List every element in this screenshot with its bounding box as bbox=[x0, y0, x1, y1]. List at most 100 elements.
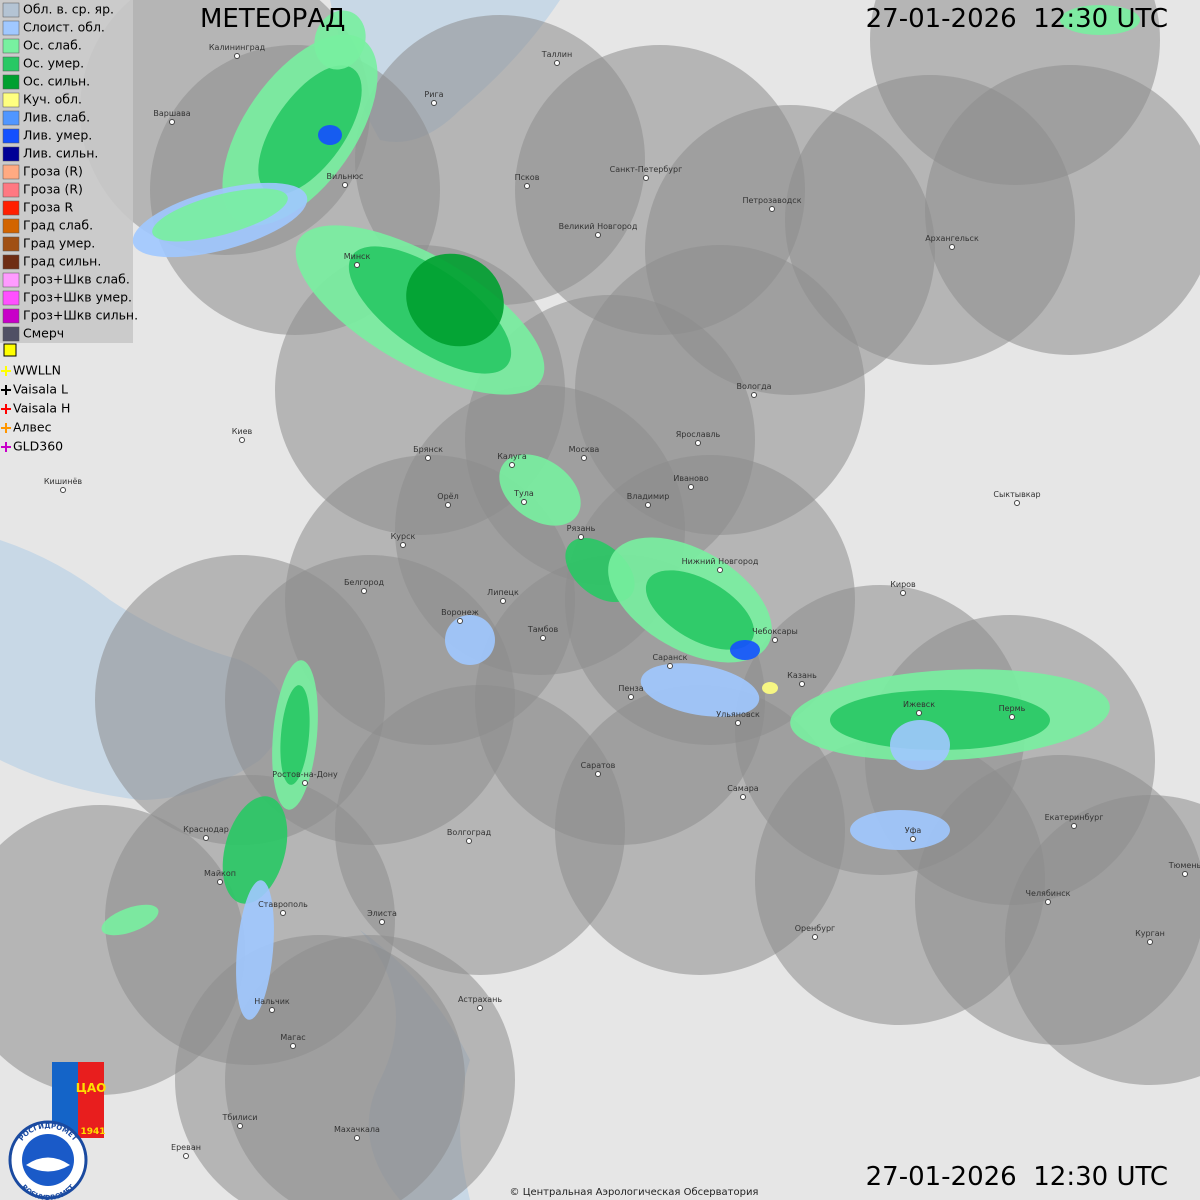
city-label: Тамбов bbox=[527, 625, 559, 634]
legend-label: Гроз+Шкв умер. bbox=[23, 290, 132, 305]
legend-swatch bbox=[2, 254, 20, 270]
city-dot bbox=[540, 635, 546, 641]
city-label: Саратов bbox=[581, 761, 616, 770]
city-label: Саранск bbox=[653, 653, 688, 662]
city-dot bbox=[280, 910, 286, 916]
city-label: Ярославль bbox=[676, 430, 721, 439]
city-dot bbox=[667, 663, 673, 669]
city-dot bbox=[735, 720, 741, 726]
precip-area bbox=[314, 10, 366, 70]
lightning-label: Алвес bbox=[13, 420, 52, 435]
city-dot bbox=[1045, 899, 1051, 905]
legend-label: Ос. сильн. bbox=[23, 74, 90, 89]
legend-swatch bbox=[2, 218, 20, 234]
city-dot bbox=[524, 183, 530, 189]
legend-swatch bbox=[2, 290, 20, 306]
precip-area bbox=[222, 796, 288, 904]
city-dot bbox=[1182, 871, 1188, 877]
city-dot bbox=[595, 771, 601, 777]
legend-swatch bbox=[2, 200, 20, 216]
city-dot bbox=[554, 60, 560, 66]
city-label: Киров bbox=[890, 580, 916, 589]
city-dot bbox=[595, 232, 601, 238]
city-dot bbox=[500, 598, 506, 604]
legend-swatch bbox=[2, 56, 20, 72]
city-dot bbox=[645, 502, 651, 508]
logo-cao: ЦАО bbox=[76, 1081, 107, 1095]
city-dot bbox=[217, 879, 223, 885]
legend-box bbox=[0, 0, 133, 343]
city-label: Нальчик bbox=[254, 997, 290, 1006]
lightning-label: Vaisala H bbox=[13, 401, 70, 416]
city-label: Иваново bbox=[673, 474, 708, 483]
city-label: Брянск bbox=[413, 445, 443, 454]
lightning-label: Vaisala L bbox=[13, 382, 68, 397]
city-label: Волгоград bbox=[447, 828, 492, 837]
precip-area bbox=[406, 253, 504, 347]
city-label: Петрозаводск bbox=[742, 196, 801, 205]
legend-swatch bbox=[2, 326, 20, 342]
lightning-label: GLD360 bbox=[13, 439, 63, 454]
logo-cao-red bbox=[78, 1062, 104, 1138]
city-label: Вильнюс bbox=[327, 172, 364, 181]
city-dot bbox=[900, 590, 906, 596]
city-label: Москва bbox=[569, 445, 600, 454]
timestamp: 27-01-2026 12:30 UTC bbox=[866, 4, 1168, 34]
city-label: Орёл bbox=[437, 492, 458, 501]
city-dot bbox=[234, 53, 240, 59]
city-label: Рязань bbox=[567, 524, 596, 533]
copyright: © Центральная Аэрологическая Обсерватори… bbox=[510, 1187, 759, 1198]
precip-area bbox=[762, 682, 778, 694]
precip-area bbox=[101, 904, 159, 936]
city-label: Екатеринбург bbox=[1045, 813, 1104, 822]
precip-area bbox=[850, 810, 950, 850]
city-label: Чебоксары bbox=[752, 627, 798, 636]
logo-wave bbox=[26, 1157, 70, 1172]
city-label: Кишинёв bbox=[44, 477, 83, 486]
radar-circle bbox=[0, 805, 245, 1095]
city-dot bbox=[457, 618, 463, 624]
city-dot bbox=[740, 794, 746, 800]
legend-label: Куч. обл. bbox=[23, 92, 82, 107]
city-dot bbox=[1014, 500, 1020, 506]
precip-area bbox=[152, 188, 288, 242]
city-label: Воронеж bbox=[441, 608, 479, 617]
legend-label: Гроза (R) bbox=[23, 164, 83, 179]
city-label: Казань bbox=[787, 671, 817, 680]
city-label: Рига bbox=[424, 90, 443, 99]
legend-swatch bbox=[2, 20, 20, 36]
legend-swatch bbox=[2, 128, 20, 144]
lightning-symbol bbox=[1, 404, 11, 414]
logo: ЦАО 1941 РОСГИДРОМЕТ ROSHYDROMET bbox=[8, 1062, 107, 1200]
city-label: Тула bbox=[513, 489, 534, 498]
city-dot bbox=[269, 1007, 275, 1013]
city-dot bbox=[466, 838, 472, 844]
city-label: Махачкала bbox=[334, 1125, 380, 1134]
legend-swatch bbox=[2, 164, 20, 180]
lightning-label: WWLLN bbox=[13, 363, 61, 378]
city-dot bbox=[400, 542, 406, 548]
title: МЕТЕОРАД bbox=[200, 4, 345, 34]
city-label: Великий Новгород bbox=[559, 222, 638, 231]
city-dot bbox=[445, 502, 451, 508]
city-dot bbox=[695, 440, 701, 446]
legend-swatch bbox=[2, 146, 20, 162]
city-label: Ижевск bbox=[903, 700, 935, 709]
city-label: Краснодар bbox=[183, 825, 229, 834]
city-label: Варшава bbox=[153, 109, 190, 118]
city-dot bbox=[361, 588, 367, 594]
city-label: Челябинск bbox=[1026, 889, 1071, 898]
city-dot bbox=[799, 681, 805, 687]
legend-swatch bbox=[2, 92, 20, 108]
city-label: Астрахань bbox=[458, 995, 502, 1004]
city-dot bbox=[769, 206, 775, 212]
lightning-symbol bbox=[1, 423, 11, 433]
precip-area bbox=[830, 690, 1050, 750]
city-label: Белгород bbox=[344, 578, 385, 587]
city-dot bbox=[1147, 939, 1153, 945]
legend-swatch bbox=[2, 308, 20, 324]
precip-area bbox=[318, 125, 342, 145]
city-label: Архангельск bbox=[925, 234, 979, 243]
city-dot bbox=[643, 175, 649, 181]
